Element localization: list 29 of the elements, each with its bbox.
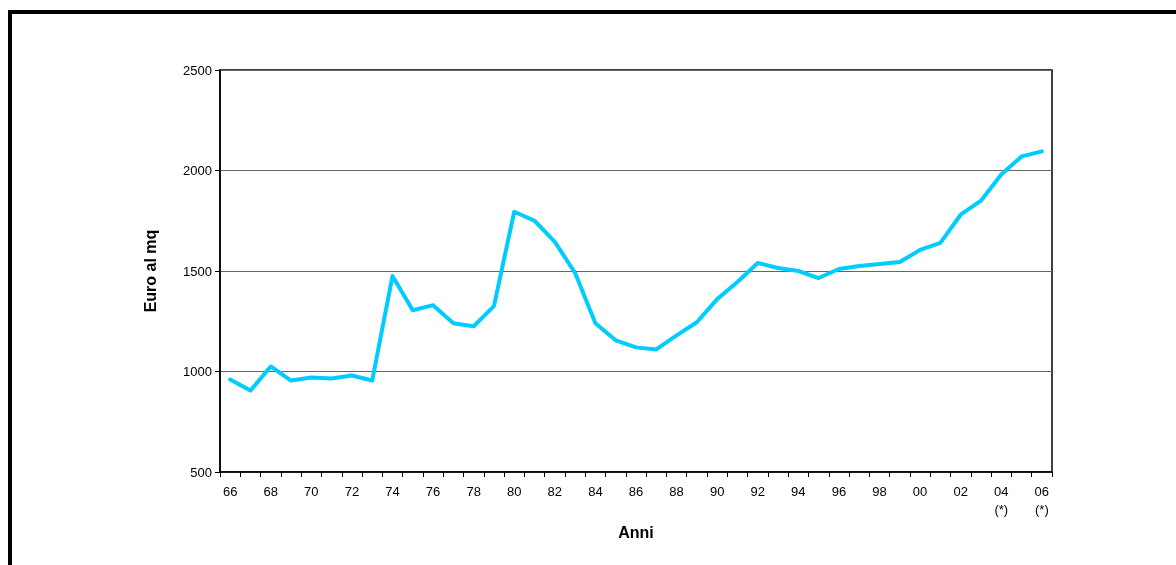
x-tick-label: 90: [709, 483, 725, 499]
x-tick-label: 88: [669, 483, 684, 499]
line-series: [228, 149, 1044, 393]
y-tick-label: 500: [190, 464, 212, 480]
x-tick-label: 98: [872, 483, 887, 499]
x-tick-label: 72: [344, 483, 360, 499]
x-tick-label: 00: [912, 483, 928, 499]
x-tick-label: 70: [304, 483, 319, 499]
y-tick-label: 1000: [183, 364, 212, 379]
y-axis-title: Euro al mq: [141, 229, 159, 313]
x-tick-label: 76: [425, 483, 441, 499]
x-tick-label: 86: [628, 483, 644, 499]
x-tick-label: 66: [222, 483, 238, 499]
y-tick-label: 1500: [183, 263, 212, 279]
x-tick-label: 80: [507, 483, 522, 499]
x-tick-label: 92: [750, 483, 765, 499]
x-tick-label: 02: [953, 483, 968, 499]
x-tick-label: 96: [831, 483, 847, 499]
y-tick-label: 2000: [183, 163, 212, 178]
x-tick-label: 94: [791, 483, 806, 499]
x-tick-label: 84: [588, 483, 603, 499]
x-tick-label: 82: [547, 483, 563, 499]
y-tick-label: 2500: [183, 62, 212, 78]
x-tick-label: 06 (*): [1034, 483, 1050, 517]
x-axis-title: Anni: [618, 523, 654, 541]
x-tick-label: 68: [263, 483, 278, 499]
x-tick-label: 04 (*): [994, 483, 1009, 517]
x-tick-label: 74: [385, 483, 400, 499]
x-tick-label: 78: [466, 483, 481, 499]
